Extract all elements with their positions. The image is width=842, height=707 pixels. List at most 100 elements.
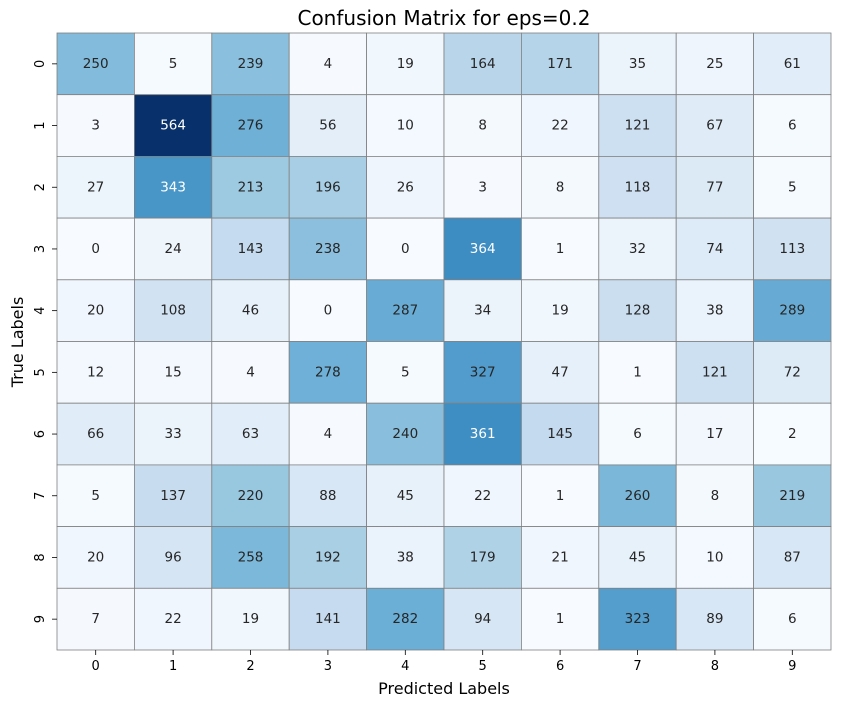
y-tick-label-4: 4 — [33, 307, 48, 315]
heatmap-cell-5-3 — [288, 341, 368, 404]
heatmap-cell-5-6 — [521, 341, 600, 404]
cell-value-9-0: 7 — [91, 611, 100, 627]
heatmap-cell-9-0 — [56, 587, 135, 651]
y-tick-label-1: 1 — [33, 121, 48, 129]
heatmap-cell-2-9 — [753, 155, 832, 219]
cell-value-4-6: 19 — [552, 303, 569, 319]
heatmap-cell-0-7 — [598, 32, 677, 96]
cell-value-4-3: 0 — [324, 303, 333, 319]
heatmap-cell-4-4 — [366, 279, 445, 342]
x-tick-label-1: 1 — [169, 659, 177, 674]
heatmap-cell-8-7 — [598, 526, 677, 589]
cell-value-2-0: 27 — [87, 179, 104, 195]
heatmap-cell-5-5 — [443, 341, 522, 404]
heatmap-cell-7-4 — [366, 464, 445, 527]
heatmap-cell-6-9 — [753, 402, 832, 466]
y-tick-label-8: 8 — [33, 553, 48, 561]
heatmap-cell-7-3 — [288, 464, 368, 527]
cell-value-7-1: 137 — [160, 488, 186, 504]
cell-value-7-8: 8 — [711, 488, 720, 504]
x-tick-label-6: 6 — [556, 659, 564, 674]
y-tick-label-6: 6 — [33, 430, 48, 438]
heatmap-cell-4-2 — [211, 279, 290, 342]
y-tick-label-9: 9 — [33, 615, 48, 623]
cell-value-9-5: 94 — [474, 611, 491, 627]
heatmap-cell-1-1 — [133, 94, 213, 157]
heatmap-cell-5-8 — [675, 341, 755, 404]
heatmap-cell-5-2 — [211, 341, 290, 404]
cell-value-0-9: 61 — [784, 56, 801, 72]
cell-value-3-0: 0 — [91, 241, 100, 257]
x-axis-label: Predicted Labels — [378, 679, 510, 698]
cell-value-1-8: 67 — [706, 118, 723, 134]
cell-value-8-3: 192 — [315, 549, 341, 565]
x-tick-label-0: 0 — [92, 659, 100, 674]
heatmap-cell-2-4 — [366, 155, 445, 219]
cell-value-5-4: 5 — [401, 364, 410, 380]
cell-value-0-6: 171 — [547, 56, 573, 72]
heatmap-cell-2-7 — [598, 155, 677, 219]
cell-value-4-0: 20 — [87, 303, 104, 319]
cell-value-6-7: 6 — [633, 426, 642, 442]
heatmap-cell-7-7 — [598, 464, 677, 527]
cell-value-7-7: 260 — [625, 488, 651, 504]
cell-value-9-9: 6 — [788, 611, 797, 627]
cell-value-2-9: 5 — [788, 179, 797, 195]
heatmap-cell-7-2 — [211, 464, 290, 527]
cell-value-1-7: 121 — [625, 118, 651, 134]
cell-value-4-1: 108 — [160, 303, 186, 319]
chart-title: Confusion Matrix for eps=0.2 — [297, 6, 590, 30]
heatmap-cell-7-1 — [133, 464, 213, 527]
heatmap-cell-0-9 — [753, 32, 832, 96]
cell-value-6-6: 145 — [547, 426, 573, 442]
heatmap-cell-2-6 — [521, 155, 600, 219]
heatmap-cell-6-0 — [56, 402, 135, 466]
heatmap-cell-1-3 — [288, 94, 368, 157]
heatmap-cell-4-5 — [443, 279, 522, 342]
cell-value-7-3: 88 — [319, 488, 336, 504]
heatmap-cell-2-2 — [211, 155, 290, 219]
heatmap-cell-3-6 — [521, 217, 600, 281]
cell-value-8-8: 10 — [706, 549, 723, 565]
cell-value-8-5: 179 — [470, 549, 496, 565]
heatmap-cell-8-5 — [443, 526, 522, 589]
cell-value-9-7: 323 — [625, 611, 651, 627]
heatmap-cell-9-1 — [133, 587, 213, 651]
cell-value-1-5: 8 — [478, 118, 487, 134]
heatmap-cell-8-8 — [675, 526, 755, 589]
cell-value-6-2: 63 — [242, 426, 259, 442]
heatmap-cell-3-0 — [56, 217, 135, 281]
cell-value-9-1: 22 — [165, 611, 182, 627]
heatmap-cell-0-2 — [211, 32, 290, 96]
heatmap-cell-2-0 — [56, 155, 135, 219]
cell-value-0-1: 5 — [169, 56, 178, 72]
cell-value-6-3: 4 — [324, 426, 333, 442]
cell-value-0-7: 35 — [629, 56, 646, 72]
cell-value-5-3: 278 — [315, 364, 341, 380]
cell-value-2-1: 343 — [160, 179, 186, 195]
heatmap-cell-2-1 — [133, 155, 213, 219]
heatmap-cell-1-6 — [521, 94, 600, 157]
heatmap-cell-9-8 — [675, 587, 755, 651]
cell-value-9-6: 1 — [556, 611, 565, 627]
cell-value-0-4: 19 — [397, 56, 414, 72]
heatmap-cell-7-9 — [753, 464, 832, 527]
cell-value-2-4: 26 — [397, 179, 414, 195]
cell-value-2-6: 8 — [556, 179, 565, 195]
heatmap-cell-0-1 — [133, 32, 213, 96]
cell-value-2-3: 196 — [315, 179, 341, 195]
cell-value-9-3: 141 — [315, 611, 341, 627]
cell-value-3-8: 74 — [706, 241, 723, 257]
heatmap-cell-5-0 — [56, 341, 135, 404]
cell-value-1-0: 3 — [91, 118, 100, 134]
heatmap-cell-8-4 — [366, 526, 445, 589]
heatmap-cell-9-6 — [521, 587, 600, 651]
heatmap-cell-7-8 — [675, 464, 755, 527]
y-tick-label-3: 3 — [33, 245, 48, 253]
cell-value-6-9: 2 — [788, 426, 797, 442]
heatmap-cell-3-7 — [598, 217, 677, 281]
cell-value-4-4: 287 — [392, 303, 418, 319]
cell-value-3-3: 238 — [315, 241, 341, 257]
cell-value-7-5: 22 — [474, 488, 491, 504]
